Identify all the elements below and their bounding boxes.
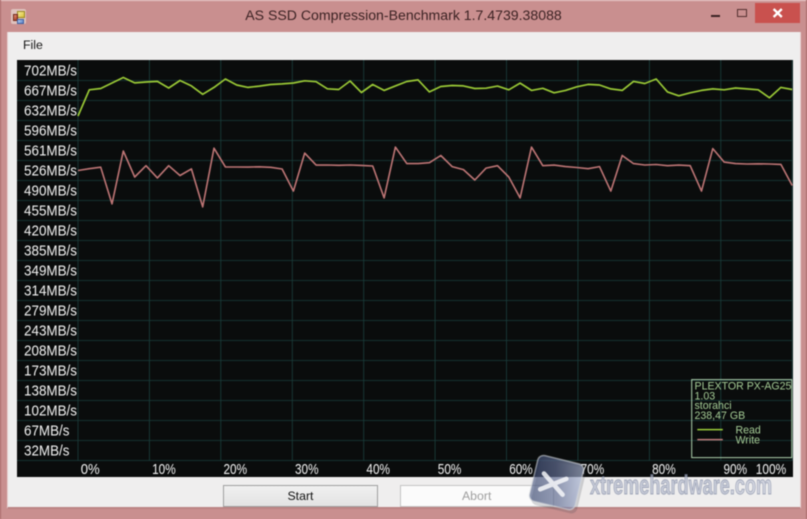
svg-text:70%: 70% [581,462,605,477]
svg-text:279MB/s: 279MB/s [24,303,77,319]
svg-text:20%: 20% [224,462,248,477]
svg-text:60%: 60% [509,462,533,477]
svg-text:90%: 90% [724,462,748,477]
svg-text:0%: 0% [81,462,100,477]
svg-text:238,47 GB: 238,47 GB [695,409,746,421]
svg-text:10%: 10% [152,462,176,477]
svg-text:Read: Read [736,424,761,436]
svg-text:100%: 100% [756,462,787,477]
svg-text:138MB/s: 138MB/s [24,383,77,399]
svg-text:102MB/s: 102MB/s [24,403,77,419]
svg-text:80%: 80% [652,462,676,477]
svg-text:67MB/s: 67MB/s [24,423,70,439]
svg-text:526MB/s: 526MB/s [24,163,77,179]
svg-text:596MB/s: 596MB/s [24,123,77,139]
svg-text:632MB/s: 632MB/s [24,103,77,119]
svg-text:40%: 40% [366,462,390,477]
svg-text:208MB/s: 208MB/s [24,343,77,359]
svg-text:490MB/s: 490MB/s [24,183,77,199]
svg-text:561MB/s: 561MB/s [24,143,77,159]
svg-text:Write: Write [736,434,761,446]
svg-text:420MB/s: 420MB/s [24,223,77,239]
svg-text:storahci: storahci [695,400,732,412]
svg-text:385MB/s: 385MB/s [24,243,77,259]
svg-text:349MB/s: 349MB/s [24,263,77,279]
svg-text:173MB/s: 173MB/s [24,363,77,379]
svg-text:243MB/s: 243MB/s [24,323,77,339]
svg-text:702MB/s: 702MB/s [24,63,77,79]
svg-text:314MB/s: 314MB/s [24,283,77,299]
svg-text:1.03: 1.03 [695,390,716,402]
svg-text:30%: 30% [295,462,319,477]
svg-text:667MB/s: 667MB/s [24,83,77,99]
svg-text:455MB/s: 455MB/s [24,203,77,219]
svg-text:32MB/s: 32MB/s [24,443,70,459]
svg-text:50%: 50% [438,462,462,477]
svg-text:PLEXTOR PX-AG256M: PLEXTOR PX-AG256M [695,380,793,392]
